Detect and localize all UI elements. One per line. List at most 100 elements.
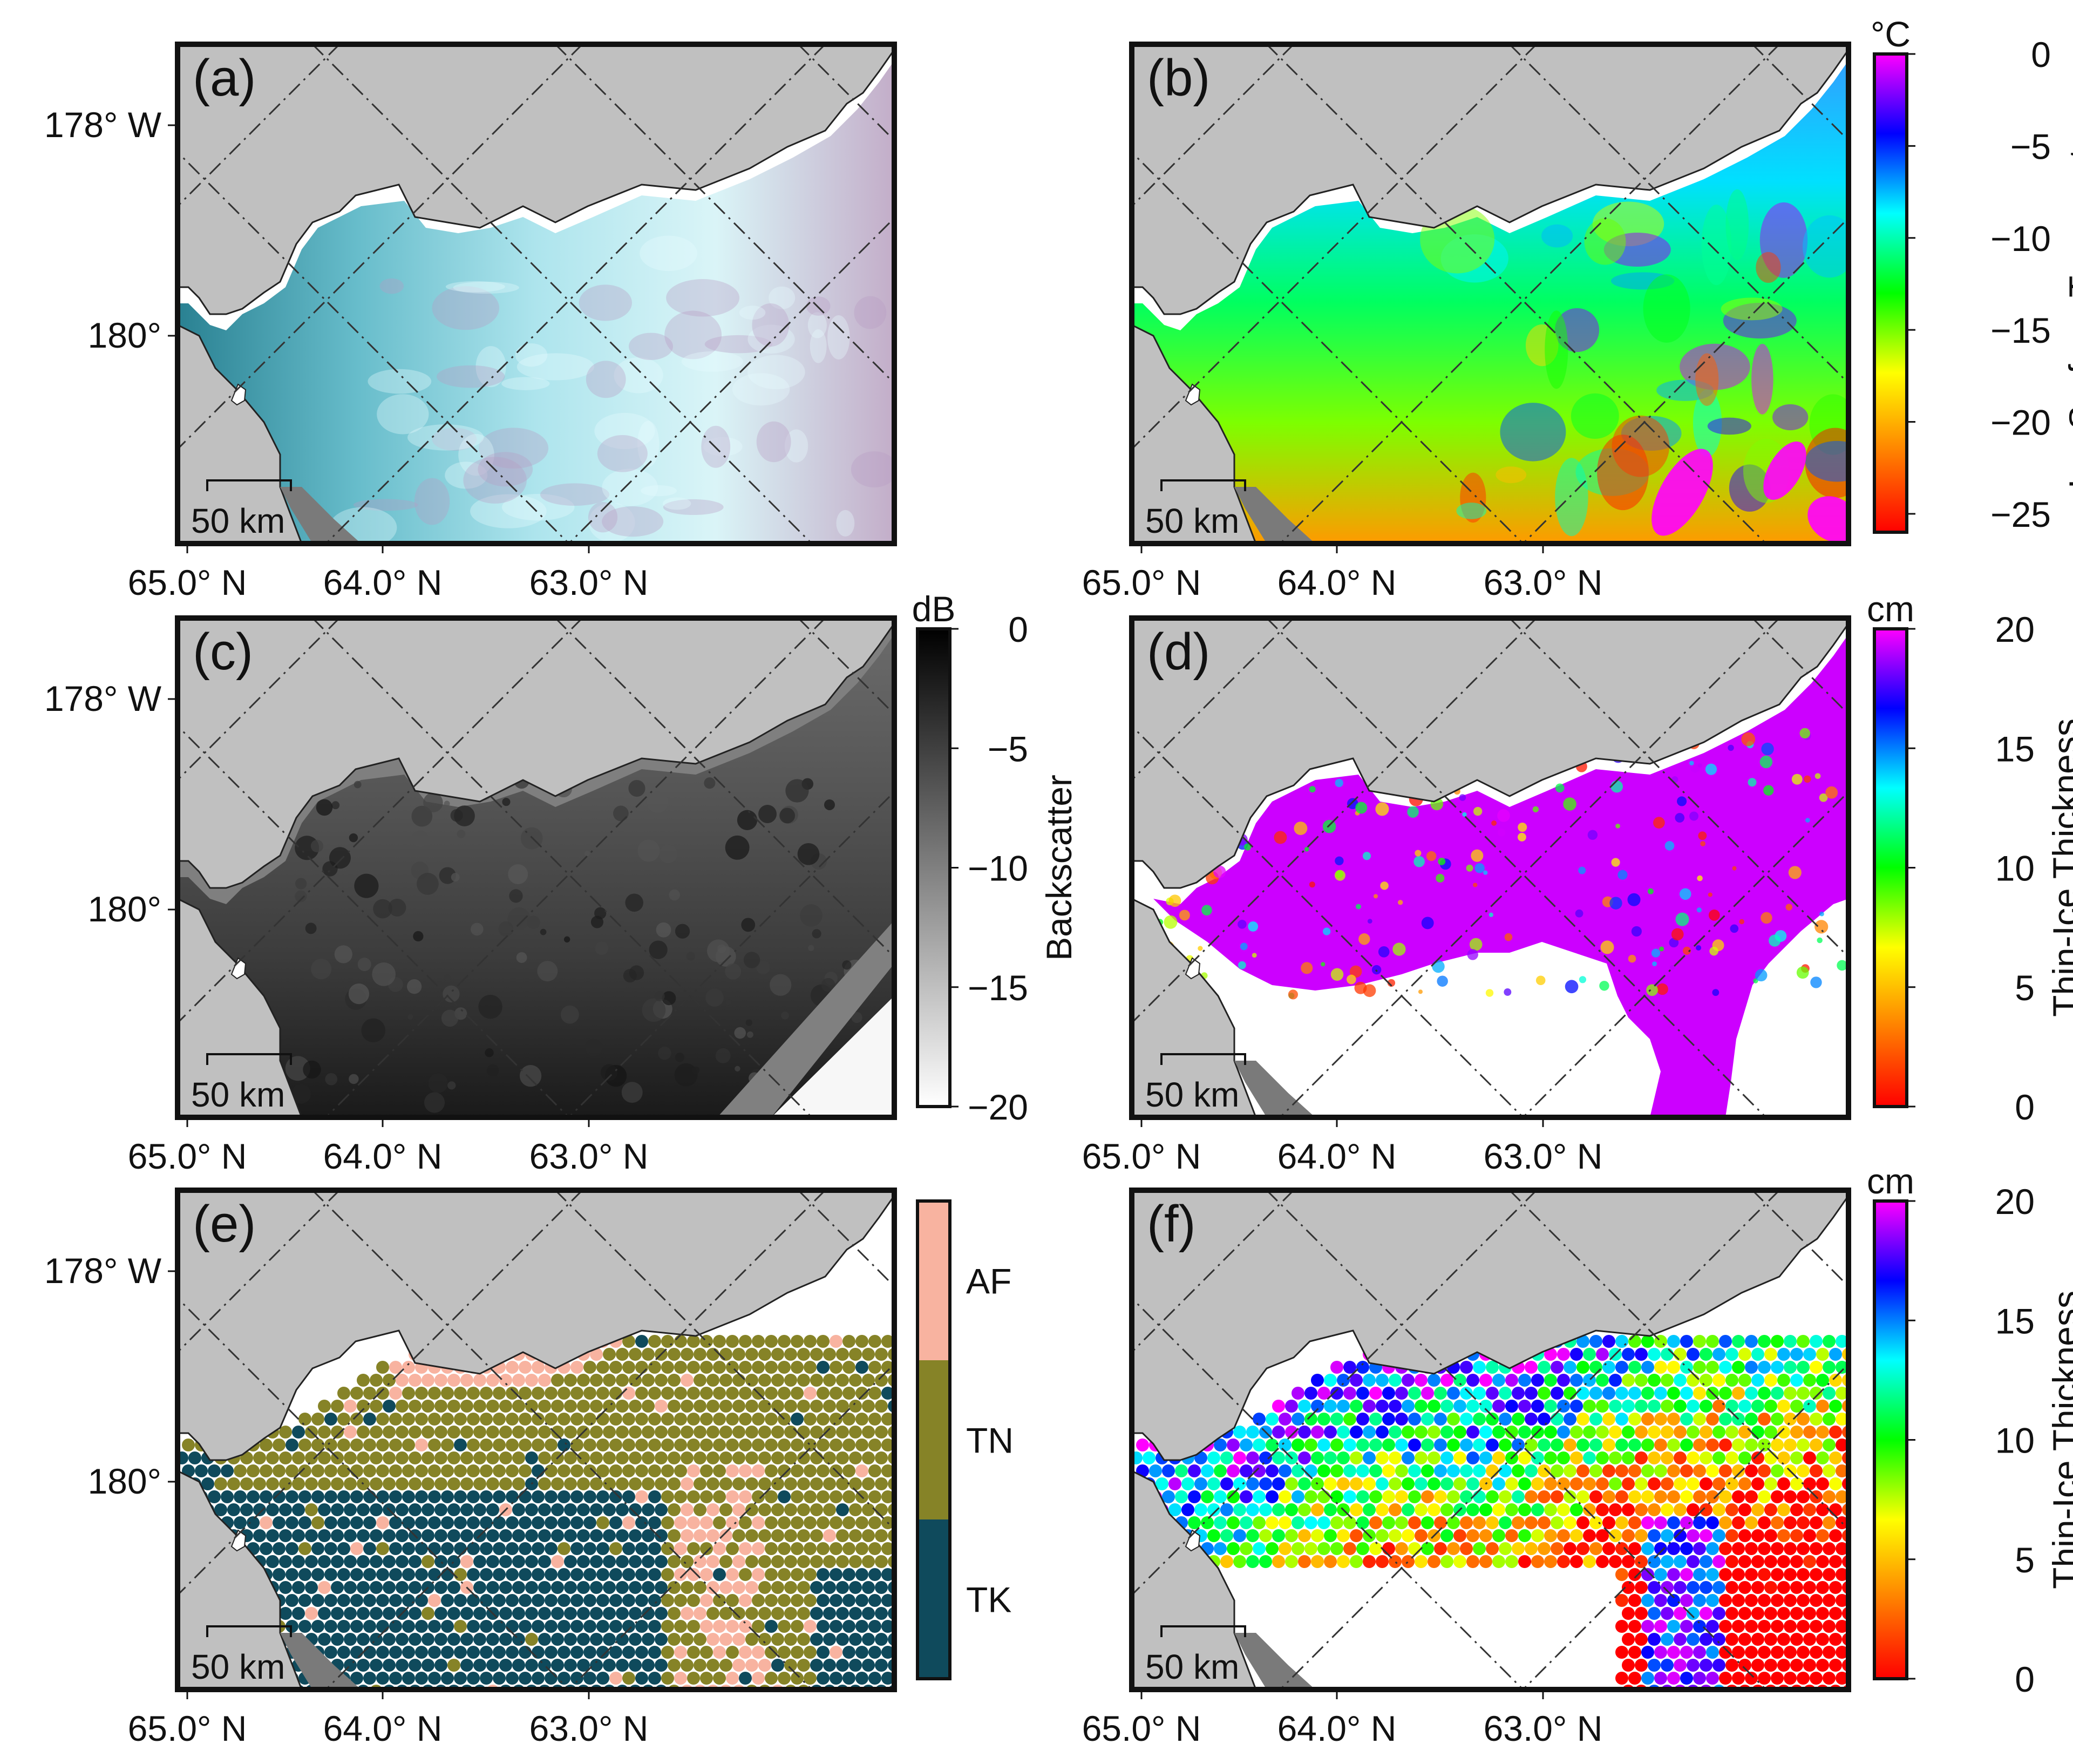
colorbar-tick-label: 15 [1995,1301,2035,1341]
map-dot [1544,1451,1557,1464]
map-dot [350,1413,363,1426]
map-dot [473,1426,486,1439]
map-dot [635,1490,648,1503]
sar-speckle [705,988,724,1007]
map-dot [1784,1516,1797,1529]
map-dot [616,1503,629,1516]
map-dot [396,1374,409,1387]
map-dot [1680,1646,1693,1659]
map-dot [1712,1555,1725,1568]
map-dot [473,1374,486,1387]
map-dot [1816,1374,1829,1387]
map-dot [1654,1490,1667,1503]
map-dot [454,1542,467,1555]
map-dot [1641,1464,1654,1477]
map-dot [642,1451,655,1464]
thickness-pixel [1611,858,1620,867]
map-dot [1687,1555,1700,1568]
map-dot [1758,1464,1771,1477]
map-dot [681,1503,694,1516]
map-dot [1615,1335,1628,1348]
map-dot [752,1516,765,1529]
map-dot [1732,1620,1745,1633]
map-dot [1751,1426,1764,1439]
colorbar-gradient [1873,52,1908,534]
thickness-pixel [1788,866,1802,879]
lat-tick-label: 63.0° N [529,1136,649,1176]
ice-texture-patch [502,494,575,521]
map-dot [771,1503,784,1516]
map-dot [732,1607,745,1620]
map-dot [415,1620,428,1633]
panel-d: 50 km(d)65.0° N 64.0° N 63.0° N [1082,615,1851,1176]
map-dot [409,1477,422,1490]
map-dot [1797,1542,1810,1555]
lake [230,383,247,406]
map-dot [1725,1348,1738,1361]
map-dot [1440,1400,1453,1413]
map-dot [1194,1477,1207,1490]
ice-texture-patch [586,361,626,398]
map-dot [875,1503,888,1516]
map-dot [1246,1555,1259,1568]
map-dot [499,1659,512,1672]
map-dot [804,1516,817,1529]
map-dot [681,1348,694,1361]
map-dot [402,1672,415,1685]
panel-b: 50 km(b)65.0° N 64.0° N 63.0° N [1082,42,1851,602]
colorbar-tick-label: 10 [1995,1421,2035,1461]
lake [1185,1529,1201,1552]
map-dot [1557,1374,1570,1387]
map-dot [1181,1503,1194,1516]
map-dot [1609,1426,1622,1439]
thickness-pixel [1321,962,1326,967]
map-dot [739,1516,752,1529]
map-dot [370,1426,383,1439]
map-dot [1732,1464,1745,1477]
map-dot [713,1594,726,1607]
map-dot [758,1659,771,1672]
sar-speckle [443,985,460,1003]
map-dot [234,1464,247,1477]
map-dot [1751,1400,1764,1413]
map-dot [1324,1477,1337,1490]
map-dot [830,1335,842,1348]
map-dot [519,1672,532,1685]
map-dot [1635,1348,1648,1361]
map-dot [1330,1439,1343,1451]
map-dot [286,1516,298,1529]
map-dot [862,1477,875,1490]
map-dot [1725,1581,1738,1594]
map-dot [1836,1361,1848,1374]
map-dot [629,1400,642,1413]
thickness-pixel [1810,976,1822,988]
map-dot [1635,1503,1648,1516]
map-dot [642,1477,655,1490]
map-dot [694,1633,706,1646]
map-dot [1156,1477,1168,1490]
map-dot [577,1633,590,1646]
map-dot [745,1555,758,1568]
map-dot [635,1620,648,1633]
map-dot [1363,1451,1376,1464]
map-dot [1453,1400,1466,1413]
map-dot [661,1335,674,1348]
map-dot [681,1555,694,1568]
map-dot [616,1348,629,1361]
map-dot [1408,1542,1421,1555]
map-dot [298,1464,311,1477]
map-dot [422,1374,434,1387]
map-dot [1272,1477,1285,1490]
map-dot [1369,1490,1382,1503]
map-dot [1758,1672,1771,1685]
map-dot [849,1451,862,1464]
sar-speckle [407,1014,413,1020]
class-swatch [917,1201,950,1360]
map-dot [363,1646,376,1659]
map-dot [324,1594,337,1607]
map-dot [279,1607,292,1620]
map-dot [810,1659,823,1672]
map-dot [532,1490,545,1503]
map-dot [396,1477,409,1490]
